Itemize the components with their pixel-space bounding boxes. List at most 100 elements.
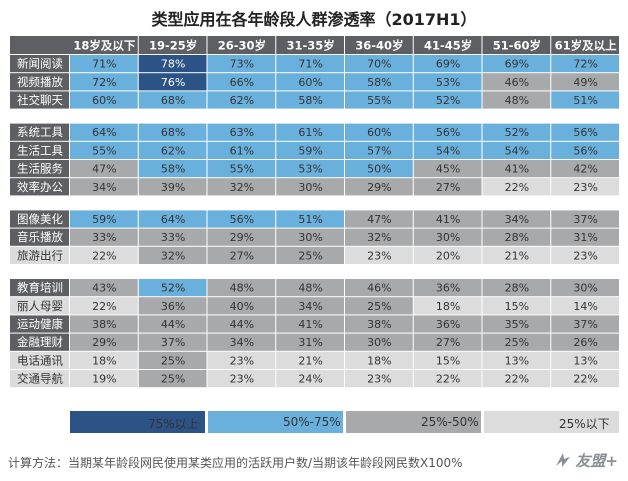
heatmap-cell — [413, 55, 482, 73]
heatmap-cell — [413, 141, 482, 159]
heatmap-cell — [138, 297, 207, 315]
heatmap-cell-value: 44% — [161, 318, 185, 331]
heatmap-cell-value: 55% — [92, 144, 116, 157]
heatmap-cell — [207, 73, 276, 91]
heatmap-cell — [276, 141, 344, 159]
legend-swatch-75-plus — [70, 411, 205, 433]
brand-name: 友盟+ — [575, 451, 618, 470]
heatmap-cell-value: 68% — [161, 94, 185, 107]
heatmap-cell-value: 46% — [505, 76, 529, 89]
heatmap-cell — [413, 210, 482, 228]
row-label: 生活服务 — [17, 162, 63, 176]
heatmap-cell — [138, 279, 207, 297]
heatmap-cell-value: 23% — [230, 354, 254, 367]
heatmap-cell-value: 26% — [573, 336, 597, 349]
heatmap-cell-value: 29% — [92, 336, 116, 349]
row-label-cell — [10, 55, 69, 73]
heatmap-cell-value: 13% — [573, 354, 597, 367]
heatmap-cell — [207, 141, 276, 159]
heatmap-cell — [482, 55, 551, 73]
heatmap-cell — [207, 370, 276, 388]
column-header-cell — [345, 36, 413, 54]
heatmap-cell — [207, 351, 276, 369]
heatmap-cell-value: 72% — [573, 58, 597, 71]
heatmap-cell — [413, 91, 482, 109]
heatmap-cell — [70, 279, 138, 297]
heatmap-cell-value: 64% — [92, 126, 116, 139]
heatmap-cell-value: 58% — [367, 76, 391, 89]
heatmap-cell — [551, 91, 619, 109]
heatmap-cell-value: 36% — [161, 300, 185, 313]
heatmap-cell-value: 48% — [505, 94, 529, 107]
heatmap-cell — [70, 351, 138, 369]
heatmap-cell-value: 53% — [298, 163, 322, 176]
row-label-cell — [10, 123, 69, 141]
heatmap-cell — [413, 228, 482, 246]
heatmap-cell — [551, 370, 619, 388]
heatmap-cell-value: 30% — [367, 336, 391, 349]
heatmap-cell-value: 29% — [230, 231, 254, 244]
heatmap-cell — [207, 55, 276, 73]
heatmap-cell-value: 35% — [505, 318, 529, 331]
heatmap-cell — [276, 333, 344, 351]
heatmap-cell-value: 60% — [367, 126, 391, 139]
heatmap-cell — [70, 210, 138, 228]
row-label: 图像美化 — [17, 212, 63, 226]
heatmap-cell-value: 28% — [505, 282, 529, 295]
heatmap-cell — [138, 178, 207, 196]
heatmap-cell — [482, 279, 551, 297]
heatmap-cell-value: 66% — [230, 76, 254, 89]
heatmap-cell — [276, 55, 344, 73]
heatmap-cell — [207, 315, 276, 333]
heatmap-cell — [207, 123, 276, 141]
heatmap-cell-value: 32% — [161, 249, 185, 262]
heatmap-cell — [551, 73, 619, 91]
heatmap-cell — [207, 160, 276, 178]
heatmap-cell — [345, 91, 413, 109]
heatmap-cell-value: 64% — [161, 213, 185, 226]
heatmap-cell — [482, 228, 551, 246]
row-label-cell — [10, 370, 69, 388]
heatmap-cell-value: 29% — [367, 181, 391, 194]
heatmap-cell — [70, 73, 138, 91]
row-label: 电话通讯 — [17, 353, 63, 367]
heatmap-cell — [413, 297, 482, 315]
header-corner-cell — [10, 36, 70, 54]
heatmap-cell — [138, 370, 207, 388]
heatmap-cell-value: 37% — [573, 213, 597, 226]
footnote: 计算方法：当期某年龄段网民使用某类应用的活跃用户数/当期该年龄段网民数X100% — [8, 456, 463, 470]
heatmap-cell-value: 52% — [436, 94, 460, 107]
heatmap-cell — [551, 246, 619, 264]
heatmap-cell — [551, 141, 619, 159]
legend-label-25-50: 25%-50% — [421, 415, 479, 429]
heatmap-cell — [70, 123, 138, 141]
heatmap-cell — [70, 91, 138, 109]
heatmap-cell — [345, 73, 413, 91]
heatmap-cell — [413, 73, 482, 91]
heatmap-cell-value: 60% — [298, 76, 322, 89]
heatmap-cell-value: 76% — [161, 76, 185, 89]
heatmap-cell-value: 20% — [436, 249, 460, 262]
heatmap-cell — [482, 123, 551, 141]
column-header-label: 31-35岁 — [286, 39, 334, 53]
heatmap-cell-value: 55% — [367, 94, 391, 107]
heatmap-cell — [482, 351, 551, 369]
heatmap-cell-value: 48% — [230, 282, 254, 295]
heatmap-cell — [138, 73, 207, 91]
heatmap-cell-value: 47% — [92, 163, 116, 176]
heatmap-cell-value: 40% — [230, 300, 254, 313]
column-header-label: 41-45岁 — [424, 39, 472, 53]
heatmap-cell-value: 22% — [436, 373, 460, 386]
heatmap-cell-value: 41% — [505, 163, 529, 176]
heatmap-cell — [138, 123, 207, 141]
heatmap-cell — [345, 297, 413, 315]
heatmap-cell-value: 41% — [436, 213, 460, 226]
heatmap-cell — [70, 141, 138, 159]
heatmap-cell-value: 13% — [505, 354, 529, 367]
heatmap-cell — [276, 370, 344, 388]
heatmap-cell — [551, 178, 619, 196]
heatmap-cell — [70, 297, 138, 315]
heatmap-cell-value: 21% — [505, 249, 529, 262]
heatmap-cell — [345, 141, 413, 159]
heatmap-chart: 18岁及以下 19-25岁 26-30岁 31-35岁 36-40岁 41-45岁 51-6… — [10, 36, 619, 388]
